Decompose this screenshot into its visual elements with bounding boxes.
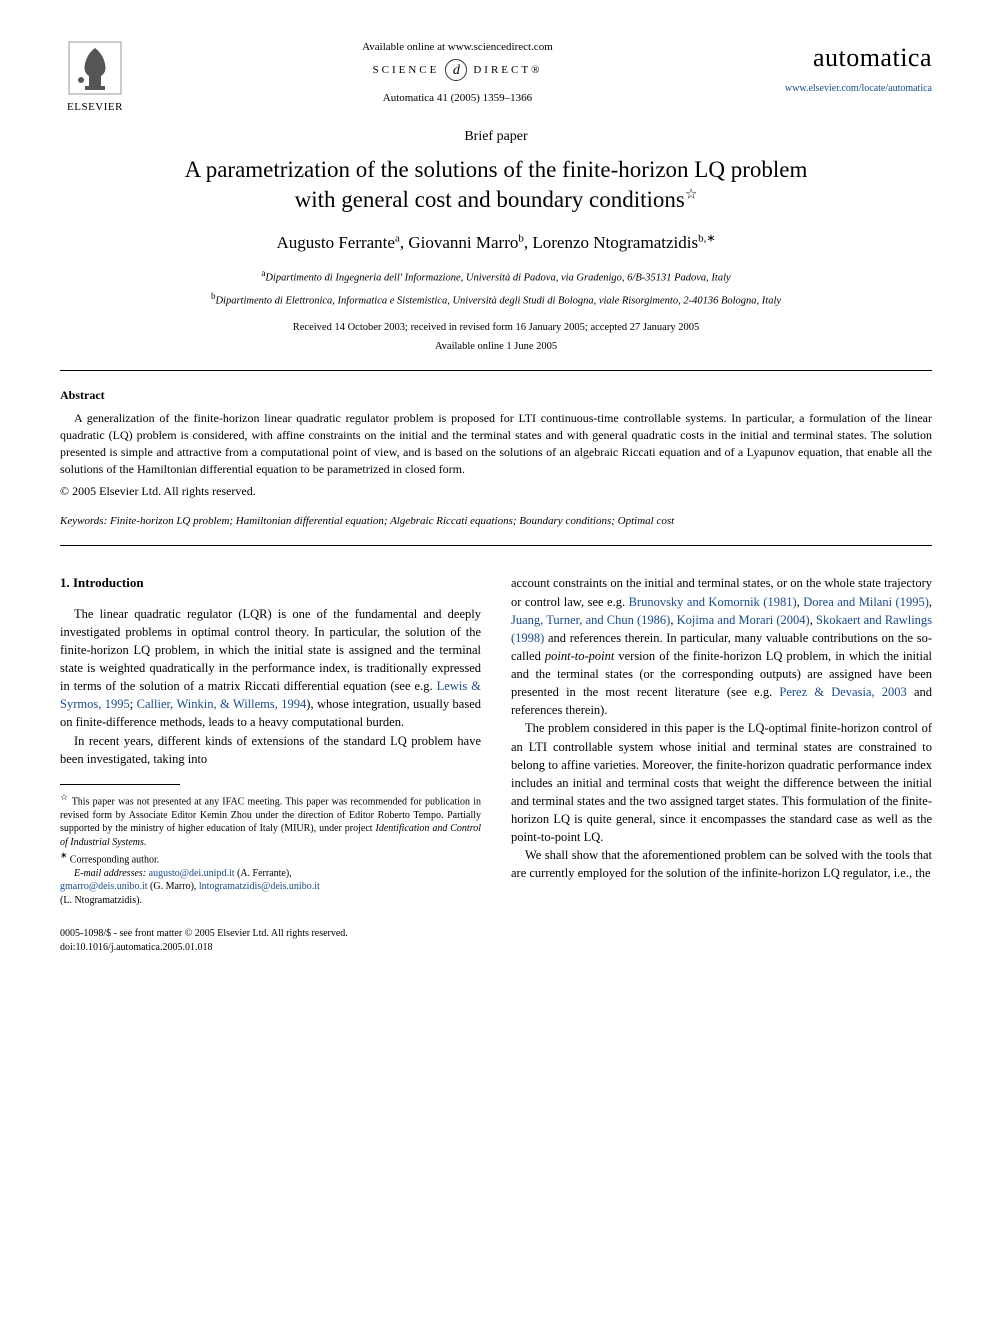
ref-dorea[interactable]: Dorea and Milani (1995) xyxy=(803,595,929,609)
footer-line-1: 0005-1098/$ - see front matter © 2005 El… xyxy=(60,927,932,941)
dates-line-1: Received 14 October 2003; received in re… xyxy=(60,321,932,336)
author-3-sup: b,∗ xyxy=(698,232,715,244)
author-2-sup: b xyxy=(518,232,524,244)
author-3: Lorenzo Ntogramatzidis xyxy=(532,233,698,252)
title-footnote-star: ☆ xyxy=(685,187,698,202)
affil-a-text: Dipartimento di Ingegneria dell' Informa… xyxy=(265,272,730,283)
ref-juang[interactable]: Juang, Turner, and Chun (1986) xyxy=(511,613,670,627)
email-2[interactable]: gmarro@deis.unibo.it xyxy=(60,881,148,892)
available-online-text: Available online at www.sciencedirect.co… xyxy=(150,40,765,55)
footnote-2: ∗ Corresponding author. xyxy=(60,849,481,867)
ref-callier[interactable]: Callier, Winkin, & Willems, 1994 xyxy=(137,697,307,711)
footnote-1-star: ☆ xyxy=(60,792,72,802)
paper-title: A parametrization of the solutions of th… xyxy=(100,155,892,215)
footnote-1: ☆ This paper was not presented at any IF… xyxy=(60,791,481,849)
title-line-2: with general cost and boundary condition… xyxy=(295,187,685,212)
journal-name: automatica xyxy=(785,40,932,76)
affiliation-b: bDipartimento di Elettronica, Informatic… xyxy=(60,290,932,309)
publisher-logo: ELSEVIER xyxy=(60,40,130,115)
intro-para-1: The linear quadratic regulator (LQR) is … xyxy=(60,605,481,732)
body-columns: 1. Introduction The linear quadratic reg… xyxy=(60,574,932,907)
authors-line: Augusto Ferrantea, Giovanni Marrob, Lore… xyxy=(60,231,932,255)
keywords-line: Keywords: Finite-horizon LQ problem; Ham… xyxy=(60,514,932,529)
elsevier-tree-icon xyxy=(67,40,123,96)
footnote-emails: E-mail addresses: augusto@dei.unipd.it (… xyxy=(60,867,481,908)
dates-line-2: Available online 1 June 2005 xyxy=(60,340,932,355)
abstract-copyright: © 2005 Elsevier Ltd. All rights reserved… xyxy=(60,483,932,500)
email-1[interactable]: augusto@dei.unipd.it xyxy=(149,868,235,879)
footnote-2-star: ∗ xyxy=(60,850,70,860)
science-direct-logo: SCIENCE d DIRECT® xyxy=(150,59,765,81)
footnote-divider xyxy=(60,784,180,785)
author-1-sup: a xyxy=(395,232,400,244)
left-column: 1. Introduction The linear quadratic reg… xyxy=(60,574,481,907)
ref-brunovsky[interactable]: Brunovsky and Komornik (1981) xyxy=(629,595,797,609)
publisher-name: ELSEVIER xyxy=(60,100,130,115)
abstract-heading: Abstract xyxy=(60,387,932,404)
section-1-heading: 1. Introduction xyxy=(60,574,481,592)
affiliation-a: aDipartimento di Ingegneria dell' Inform… xyxy=(60,267,932,286)
keywords-label: Keywords: xyxy=(60,515,107,527)
header-row: ELSEVIER Available online at www.science… xyxy=(60,40,932,115)
footer-info: 0005-1098/$ - see front matter © 2005 El… xyxy=(60,927,932,955)
title-line-1: A parametrization of the solutions of th… xyxy=(185,157,808,182)
right-column: account constraints on the initial and t… xyxy=(511,574,932,907)
intro-para-2: In recent years, different kinds of exte… xyxy=(60,732,481,768)
journal-block: automatica www.elsevier.com/locate/autom… xyxy=(785,40,932,96)
author-2: Giovanni Marro xyxy=(408,233,518,252)
email-label: E-mail addresses: xyxy=(74,868,146,879)
intro-para-5: We shall show that the aforementioned pr… xyxy=(511,846,932,882)
divider-bottom xyxy=(60,545,932,546)
ref-perez[interactable]: Perez & Devasia, 2003 xyxy=(779,685,906,699)
footer-line-2: doi:10.1016/j.automatica.2005.01.018 xyxy=(60,941,932,955)
center-header: Available online at www.sciencedirect.co… xyxy=(130,40,785,107)
sd-left: SCIENCE xyxy=(373,63,440,78)
affil-b-text: Dipartimento di Elettronica, Informatica… xyxy=(215,295,781,306)
ref-kojima[interactable]: Kojima and Morari (2004) xyxy=(677,613,810,627)
email-3[interactable]: lntogramatzidis@deis.unibo.it xyxy=(199,881,320,892)
keywords-text: Finite-horizon LQ problem; Hamiltonian d… xyxy=(107,515,674,527)
divider-top xyxy=(60,370,932,371)
journal-link[interactable]: www.elsevier.com/locate/automatica xyxy=(785,82,932,96)
intro-para-4: The problem considered in this paper is … xyxy=(511,719,932,846)
paper-type: Brief paper xyxy=(60,127,932,147)
sd-symbol-icon: d xyxy=(445,59,467,81)
intro-para-3: account constraints on the initial and t… xyxy=(511,574,932,719)
journal-reference: Automatica 41 (2005) 1359–1366 xyxy=(150,91,765,106)
author-1: Augusto Ferrante xyxy=(276,233,395,252)
abstract-text: A generalization of the finite-horizon l… xyxy=(60,410,932,477)
sd-right: DIRECT® xyxy=(473,63,542,78)
